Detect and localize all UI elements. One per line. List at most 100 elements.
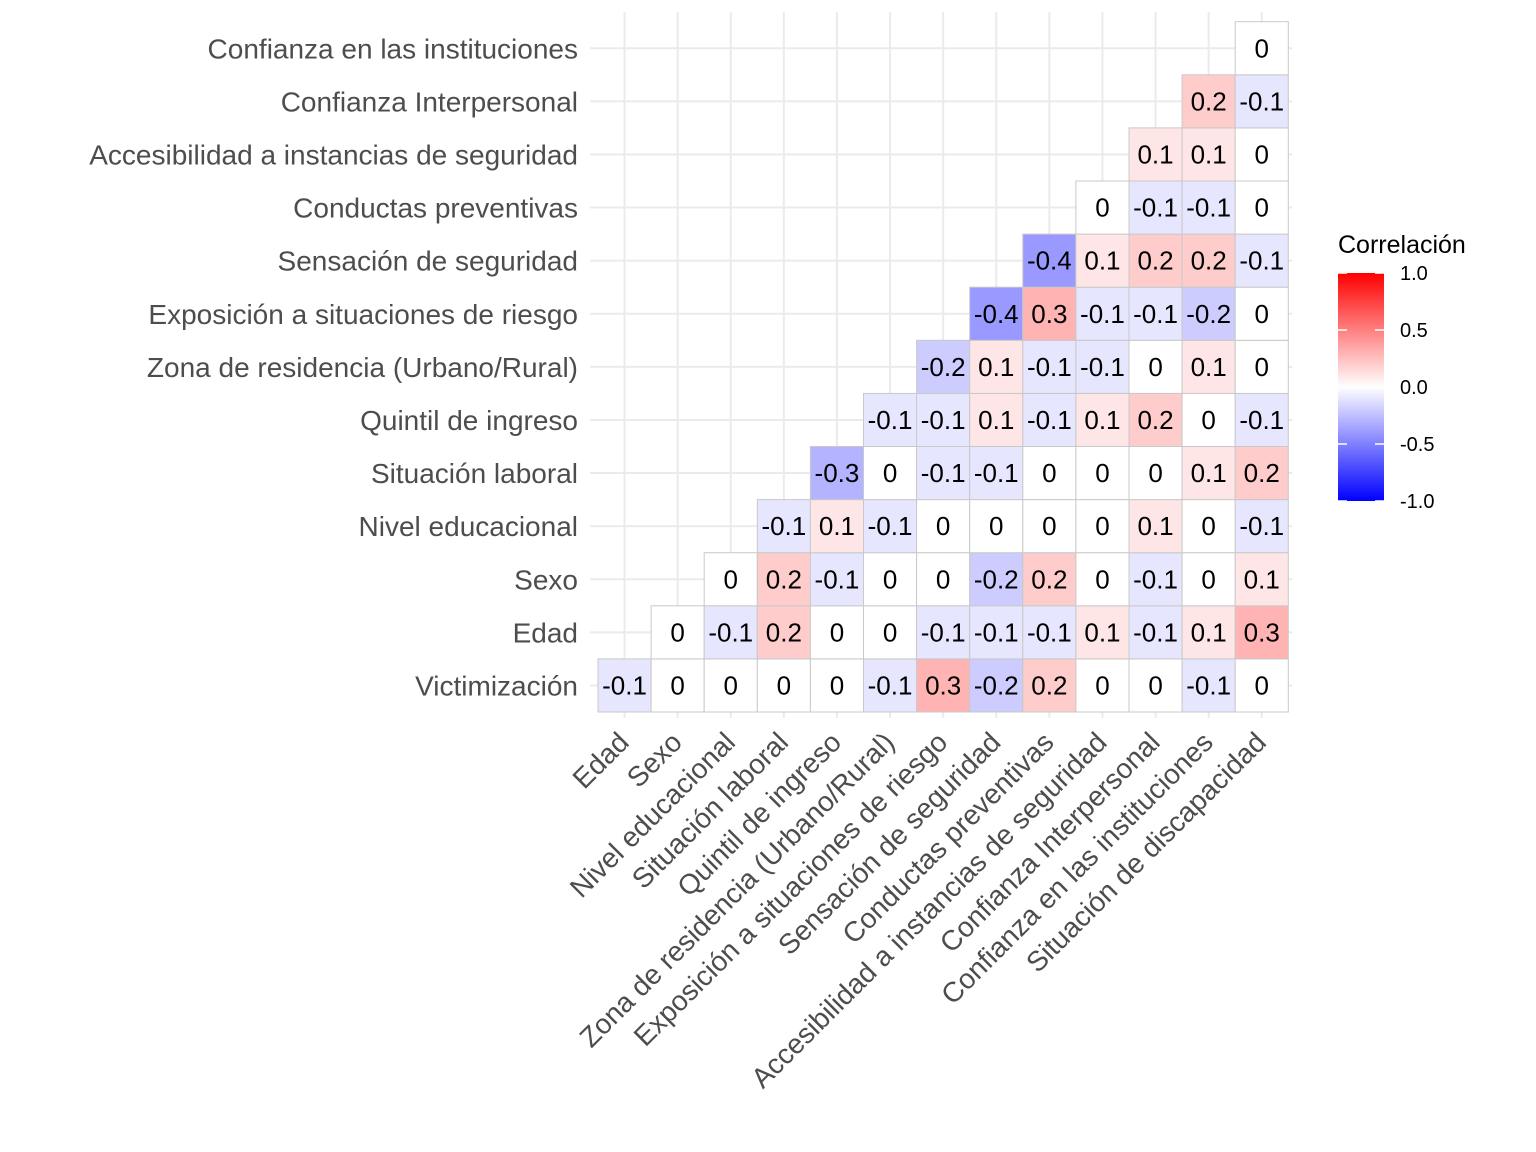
y-tick-label: Exposición a situaciones de riesgo <box>148 299 578 330</box>
heatmap-cells <box>597 21 1289 713</box>
cell-value-label: -0.1 <box>761 511 806 541</box>
heatmap-cell <box>1234 180 1289 235</box>
cell-value-label: 0 <box>1255 670 1269 700</box>
heatmap-cell <box>756 658 811 713</box>
legend-title: Correlación <box>1338 231 1466 259</box>
heatmap-cell <box>1128 658 1183 713</box>
heatmap-cell <box>1234 658 1289 713</box>
heatmap-cell <box>1181 658 1236 713</box>
cell-value-label: 0 <box>1255 139 1269 169</box>
cell-value-label: 0.1 <box>1191 352 1227 382</box>
cell-value-label: -0.1 <box>1133 617 1178 647</box>
cell-value-label: -0.2 <box>974 670 1019 700</box>
cell-value-label: 0 <box>883 617 897 647</box>
heatmap-cell <box>1128 180 1183 235</box>
heatmap-cell <box>1075 180 1130 235</box>
heatmap-cell <box>1181 446 1236 501</box>
y-tick-label: Situación laboral <box>371 458 578 489</box>
cell-value-label: -0.1 <box>974 458 1019 488</box>
cell-value-label: 0.3 <box>1031 299 1067 329</box>
cell-value-label: -0.4 <box>974 299 1019 329</box>
heatmap-cell <box>756 499 811 554</box>
y-tick-label: Conductas preventivas <box>293 193 578 224</box>
y-tick-label: Sensación de seguridad <box>278 246 578 277</box>
heatmap-cell <box>1234 499 1289 554</box>
cell-value-label: 0 <box>724 670 738 700</box>
heatmap-cell <box>916 605 971 660</box>
heatmap-cell <box>650 658 705 713</box>
cell-value-label: 0 <box>1095 670 1109 700</box>
cell-value-label: 0.1 <box>1084 405 1120 435</box>
cell-value-label: 0 <box>883 458 897 488</box>
cell-value-label: 0 <box>1095 564 1109 594</box>
cell-value-label: 0.2 <box>1137 246 1173 276</box>
heatmap-cell <box>1181 286 1236 341</box>
cell-value-label: -0.1 <box>921 458 966 488</box>
cell-value-label: -0.1 <box>602 670 647 700</box>
heatmap-cell <box>969 499 1024 554</box>
color-legend: Correlación 1.0 0.5 0.0 -0.5 -1.0 <box>1338 231 1466 513</box>
heatmap-cell <box>863 446 918 501</box>
cell-value-label: 0.3 <box>1244 617 1280 647</box>
heatmap-cell <box>1022 605 1077 660</box>
legend-tick-label: 0.5 <box>1400 320 1428 342</box>
cell-value-label: 0.1 <box>1084 617 1120 647</box>
cell-value-label: 0.2 <box>1031 564 1067 594</box>
cell-value-label: 0 <box>1042 458 1056 488</box>
cell-value-label: -0.1 <box>1239 511 1284 541</box>
cell-value-label: 0.2 <box>1137 405 1173 435</box>
y-tick-label: Nivel educacional <box>359 511 578 542</box>
heatmap-cell <box>863 658 918 713</box>
cell-value-label: 0 <box>777 670 791 700</box>
cell-value-label: -0.1 <box>1080 352 1125 382</box>
heatmap-cell <box>1181 552 1236 607</box>
cell-value-label: 0 <box>989 511 1003 541</box>
cell-value-label: -0.1 <box>921 405 966 435</box>
cell-value-label: 0 <box>1255 193 1269 223</box>
y-tick-label: Edad <box>513 617 578 648</box>
legend-ticks: 1.0 0.5 0.0 -0.5 -1.0 <box>1338 263 1434 513</box>
heatmap-cell <box>1181 233 1236 288</box>
cell-value-label: -0.1 <box>1080 299 1125 329</box>
y-tick-label: Sexo <box>514 564 578 595</box>
heatmap-cell <box>916 446 971 501</box>
heatmap-cell <box>703 658 758 713</box>
heatmap-cell <box>809 605 865 660</box>
heatmap-cell <box>1234 233 1289 288</box>
y-tick-label: Zona de residencia (Urbano/Rural) <box>147 352 578 383</box>
cell-value-label: 0 <box>1255 299 1269 329</box>
cell-value-label: 0.1 <box>1244 564 1280 594</box>
cell-value-label: 0 <box>1148 352 1162 382</box>
cell-value-label: 0.2 <box>766 617 802 647</box>
heatmap-cell <box>1128 605 1183 660</box>
cell-value-label: -0.1 <box>1027 617 1072 647</box>
cell-value-label: -0.1 <box>708 617 753 647</box>
cell-value-label: 0 <box>883 564 897 594</box>
heatmap-cell <box>1128 446 1183 501</box>
heatmap-cell <box>1181 127 1236 182</box>
cell-value-label: -0.1 <box>868 670 913 700</box>
y-tick-label: Quintil de ingreso <box>360 405 578 436</box>
cell-value-label: -0.1 <box>1239 246 1284 276</box>
cell-value-label: 0.2 <box>1191 86 1227 116</box>
heatmap-cell <box>916 658 971 713</box>
heatmap-cell <box>1075 339 1130 394</box>
cell-value-label: 0 <box>1255 352 1269 382</box>
heatmap-cell <box>916 552 971 607</box>
cell-value-label: 0.1 <box>1137 511 1173 541</box>
cell-value-label: 0.1 <box>1084 246 1120 276</box>
cell-value-label: 0.2 <box>1031 670 1067 700</box>
heatmap-cell <box>1022 499 1077 554</box>
heatmap-cell <box>1075 499 1130 554</box>
heatmap-cell <box>1128 339 1183 394</box>
heatmap-cell <box>809 446 865 501</box>
cell-value-label: -0.1 <box>974 617 1019 647</box>
heatmap-cell <box>1181 392 1236 447</box>
cell-value-label: 0 <box>936 564 950 594</box>
heatmap-cell <box>969 286 1024 341</box>
cell-value-label: 0.1 <box>978 405 1014 435</box>
heatmap-cell <box>1128 499 1183 554</box>
heatmap-cell <box>1022 552 1077 607</box>
cell-value-label: 0 <box>1255 33 1269 63</box>
heatmap-cell <box>597 658 652 713</box>
